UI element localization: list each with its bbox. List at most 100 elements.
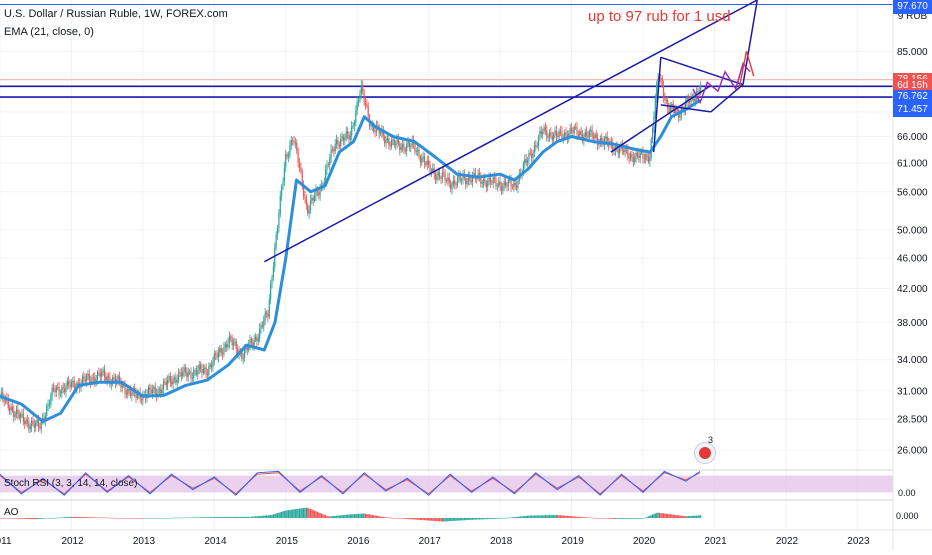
- candle-body: [81, 376, 84, 384]
- ao-bar: [414, 518, 416, 520]
- candle-body: [459, 175, 461, 181]
- candle-body: [298, 162, 301, 168]
- ao-bar: [342, 515, 345, 518]
- ao-bar: [158, 518, 160, 519]
- ao-bar: [228, 516, 231, 518]
- stoch-rsi-label[interactable]: Stoch RSI (3, 3, 14, 14, close): [4, 478, 138, 489]
- candle-body: [186, 372, 188, 377]
- candle-body: [345, 131, 347, 139]
- ao-bar: [639, 518, 641, 519]
- ao-bar: [210, 517, 213, 518]
- ao-bar: [544, 515, 547, 518]
- candle-body: [399, 143, 401, 150]
- candle-body: [374, 131, 376, 133]
- candle-body: [357, 100, 360, 102]
- ao-bar: [605, 518, 607, 519]
- candle-body: [428, 160, 430, 165]
- candle-body: [276, 228, 279, 235]
- candle-body: [272, 266, 274, 278]
- candle-body: [242, 358, 244, 359]
- ao-bar: [690, 515, 692, 518]
- ao-bar: [221, 517, 224, 518]
- ao-bar: [77, 516, 79, 518]
- ao-bar: [72, 516, 74, 518]
- ao-bar: [381, 516, 383, 518]
- candle-body: [561, 131, 563, 139]
- candle-body: [352, 125, 354, 127]
- ao-bar: [216, 517, 218, 518]
- candle-body: [599, 138, 601, 143]
- candle-body: [279, 195, 281, 215]
- candle-body: [590, 129, 592, 132]
- ao-bar: [18, 518, 20, 519]
- candle-body: [676, 108, 678, 111]
- candle-body: [461, 179, 463, 181]
- candle-body: [373, 125, 375, 132]
- ao-bar: [164, 518, 166, 519]
- ao-bar: [553, 515, 555, 518]
- time-axis[interactable]: 2011 2012 2013 2014 2015 2016 2017 2018 2019 2020…: [0, 529, 932, 547]
- candle-body: [429, 164, 431, 172]
- economic-event-icon[interactable]: 3: [694, 435, 716, 464]
- candle-body: [160, 389, 162, 394]
- ao-bar: [219, 517, 221, 518]
- ao-bar: [597, 518, 599, 519]
- candle-body: [217, 352, 220, 358]
- ao-bar: [510, 517, 512, 518]
- candle-body: [216, 354, 218, 358]
- ao-bar: [312, 510, 314, 518]
- ao-bar: [120, 518, 122, 519]
- candle-body: [333, 149, 335, 152]
- ao-bar: [466, 518, 468, 521]
- ao-bar: [149, 518, 151, 519]
- ao-bar: [190, 517, 192, 518]
- y-tick-label: 26.000: [897, 445, 928, 456]
- ao-bar: [606, 518, 608, 519]
- candle-body: [87, 374, 89, 377]
- candle-body: [392, 139, 394, 141]
- ao-bar: [11, 518, 13, 519]
- ao-bar: [50, 518, 52, 519]
- ao-bar: [330, 516, 332, 518]
- ao-bar: [480, 518, 482, 520]
- ao-bar: [179, 517, 181, 519]
- ao-bar: [570, 516, 573, 518]
- candle-body: [2, 392, 4, 398]
- ao-bar: [406, 518, 408, 519]
- candle-body: [33, 423, 35, 428]
- x-tick-label: 2014: [204, 536, 227, 547]
- ao-bar: [478, 518, 481, 520]
- ao-bar: [656, 512, 658, 518]
- ao-bar: [401, 518, 404, 519]
- ao-bar: [355, 514, 357, 518]
- ao-bar: [116, 517, 118, 519]
- ema-indicator-label[interactable]: EMA (21, close, 0): [4, 26, 94, 38]
- ao-bar: [334, 515, 336, 518]
- ao-bar: [407, 518, 409, 520]
- candle-body: [584, 131, 586, 137]
- ao-bar: [500, 518, 503, 519]
- ao-bar: [572, 516, 574, 518]
- ao-label[interactable]: AO: [4, 507, 19, 518]
- ao-bar: [338, 515, 340, 518]
- candle-body: [325, 169, 327, 182]
- candle-body: [662, 85, 665, 98]
- ao-bar: [239, 516, 242, 518]
- candle-body: [88, 374, 90, 381]
- candle-body: [441, 172, 443, 179]
- ao-bar: [187, 517, 189, 519]
- ao-bar: [248, 516, 250, 518]
- candle-body: [421, 158, 423, 163]
- candle-body: [340, 138, 342, 147]
- ao-bar: [368, 514, 371, 518]
- ao-bar: [106, 517, 108, 519]
- projection-arrow: [738, 51, 755, 87]
- ao-bar: [465, 518, 467, 521]
- candle-body: [198, 364, 200, 371]
- ao-bar: [322, 514, 324, 518]
- candle-body: [175, 377, 177, 383]
- candle-body: [645, 154, 647, 160]
- ao-bar: [459, 518, 461, 521]
